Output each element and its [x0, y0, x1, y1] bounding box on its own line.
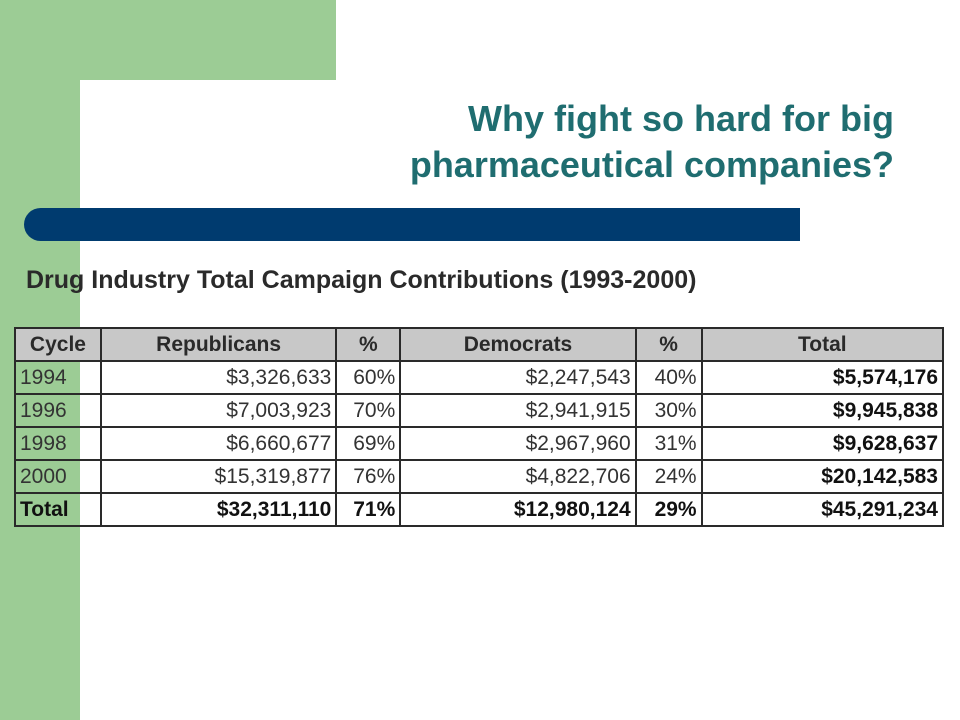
table-row: 1996 $7,003,923 70% $2,941,915 30% $9,94… — [14, 393, 945, 428]
header-republicans: Republicans — [99, 327, 338, 362]
cell-total-democrats-percent: 29% — [634, 492, 703, 527]
cell-republicans: $7,003,923 — [99, 393, 338, 428]
header-total: Total — [700, 327, 945, 362]
cell-republicans-percent: 60% — [335, 360, 402, 395]
cell-democrats: $2,967,960 — [399, 426, 637, 461]
cell-total-republicans: $32,311,110 — [99, 492, 338, 527]
cell-republicans-percent: 76% — [335, 459, 402, 494]
cell-democrats: $4,822,706 — [399, 459, 637, 494]
cell-total-label: Total — [14, 492, 102, 527]
cell-grand-total: $45,291,234 — [700, 492, 945, 527]
cell-democrats-percent: 24% — [634, 459, 703, 494]
cell-republicans: $15,319,877 — [99, 459, 338, 494]
table-header-row: Cycle Republicans % Democrats % Total — [14, 327, 945, 362]
contributions-table: Cycle Republicans % Democrats % Total 19… — [14, 327, 945, 527]
header-cycle: Cycle — [14, 327, 102, 362]
cell-total: $9,945,838 — [700, 393, 945, 428]
green-top-band — [0, 0, 336, 80]
slide-title: Why fight so hard for big pharmaceutical… — [300, 96, 894, 188]
cell-democrats-percent: 31% — [634, 426, 703, 461]
table-row: 1998 $6,660,677 69% $2,967,960 31% $9,62… — [14, 426, 945, 461]
cell-cycle: 1996 — [14, 393, 102, 428]
cell-democrats-percent: 40% — [634, 360, 703, 395]
cell-democrats: $2,941,915 — [399, 393, 637, 428]
cell-republicans-percent: 70% — [335, 393, 402, 428]
cell-cycle: 1994 — [14, 360, 102, 395]
table-title: Drug Industry Total Campaign Contributio… — [26, 266, 697, 294]
cell-total: $20,142,583 — [700, 459, 945, 494]
slide-title-line-2: pharmaceutical companies? — [409, 144, 894, 185]
cell-cycle: 2000 — [14, 459, 102, 494]
header-republicans-percent: % — [335, 327, 402, 362]
cell-cycle: 1998 — [14, 426, 102, 461]
cell-total-republicans-percent: 71% — [335, 492, 402, 527]
cell-total: $5,574,176 — [700, 360, 945, 395]
slide-title-line-1: Why fight so hard for big — [468, 98, 894, 139]
table-row: 1994 $3,326,633 60% $2,247,543 40% $5,57… — [14, 360, 945, 395]
cell-total-democrats: $12,980,124 — [399, 492, 637, 527]
cell-republicans: $3,326,633 — [99, 360, 338, 395]
cell-democrats-percent: 30% — [634, 393, 703, 428]
cell-republicans-percent: 69% — [335, 426, 402, 461]
title-underline-bar — [24, 208, 800, 241]
cell-democrats: $2,247,543 — [399, 360, 637, 395]
cell-total: $9,628,637 — [700, 426, 945, 461]
header-democrats: Democrats — [399, 327, 637, 362]
table-total-row: Total $32,311,110 71% $12,980,124 29% $4… — [14, 492, 945, 527]
table-row: 2000 $15,319,877 76% $4,822,706 24% $20,… — [14, 459, 945, 494]
header-democrats-percent: % — [634, 327, 703, 362]
cell-republicans: $6,660,677 — [99, 426, 338, 461]
